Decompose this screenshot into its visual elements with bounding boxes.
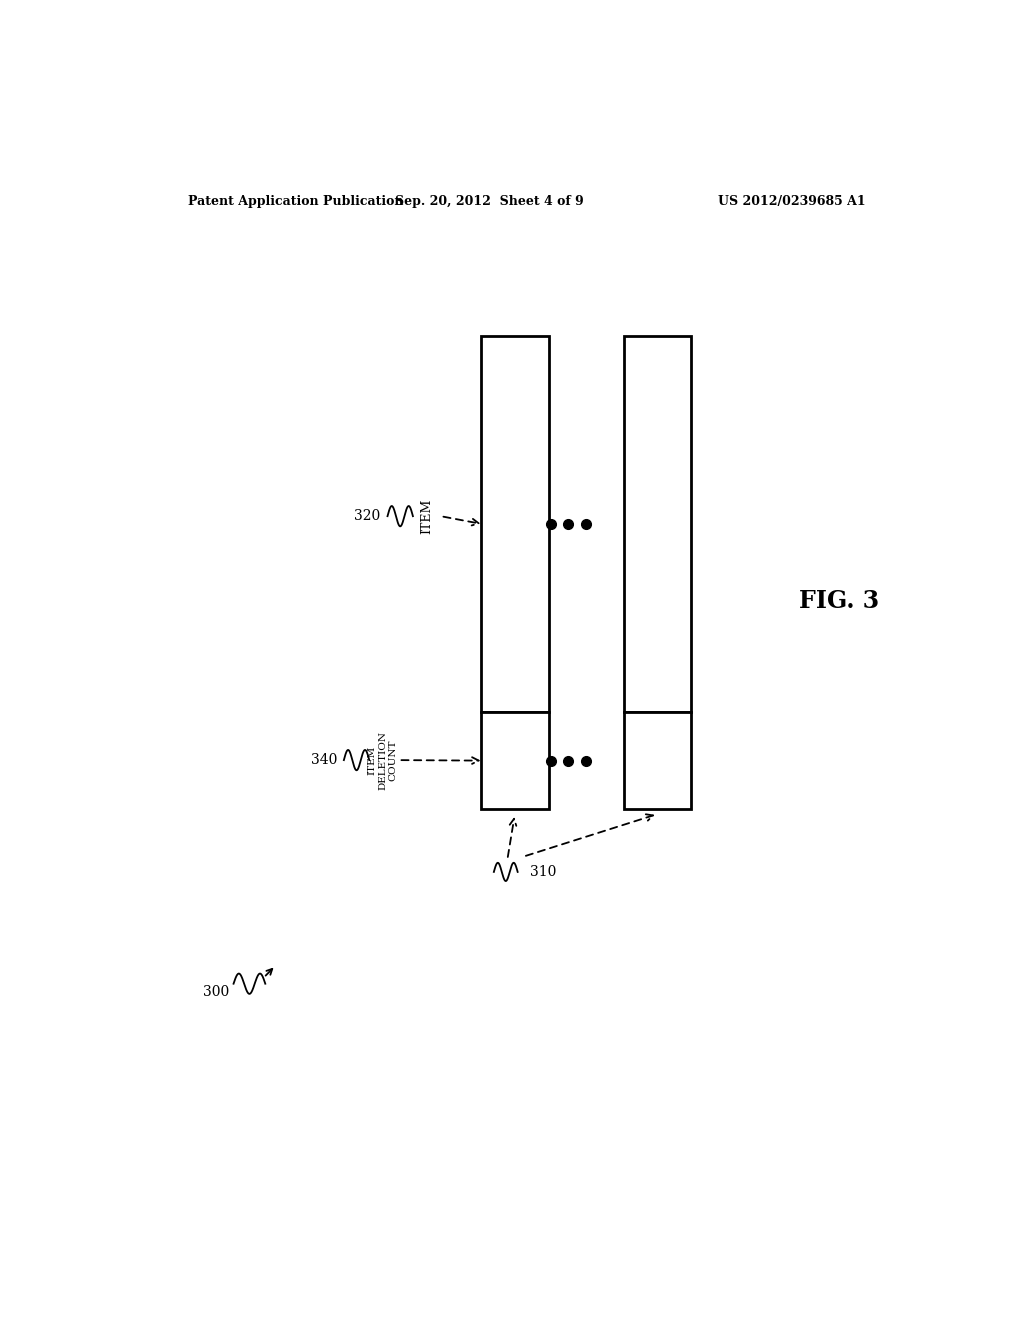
Text: 340: 340	[310, 754, 337, 767]
Text: Patent Application Publication: Patent Application Publication	[187, 194, 403, 207]
Text: 300: 300	[204, 985, 229, 999]
Text: US 2012/0239685 A1: US 2012/0239685 A1	[719, 194, 866, 207]
Text: 320: 320	[354, 510, 381, 523]
Bar	[624, 713, 691, 809]
Bar	[481, 713, 549, 809]
Text: Sep. 20, 2012  Sheet 4 of 9: Sep. 20, 2012 Sheet 4 of 9	[394, 194, 584, 207]
Text: 310: 310	[529, 865, 556, 879]
Bar	[481, 337, 549, 713]
Bar	[624, 337, 691, 713]
Text: ITEM
DELETION
COUNT: ITEM DELETION COUNT	[368, 730, 397, 789]
Text: ITEM: ITEM	[420, 499, 433, 533]
Text: FIG. 3: FIG. 3	[799, 589, 879, 612]
